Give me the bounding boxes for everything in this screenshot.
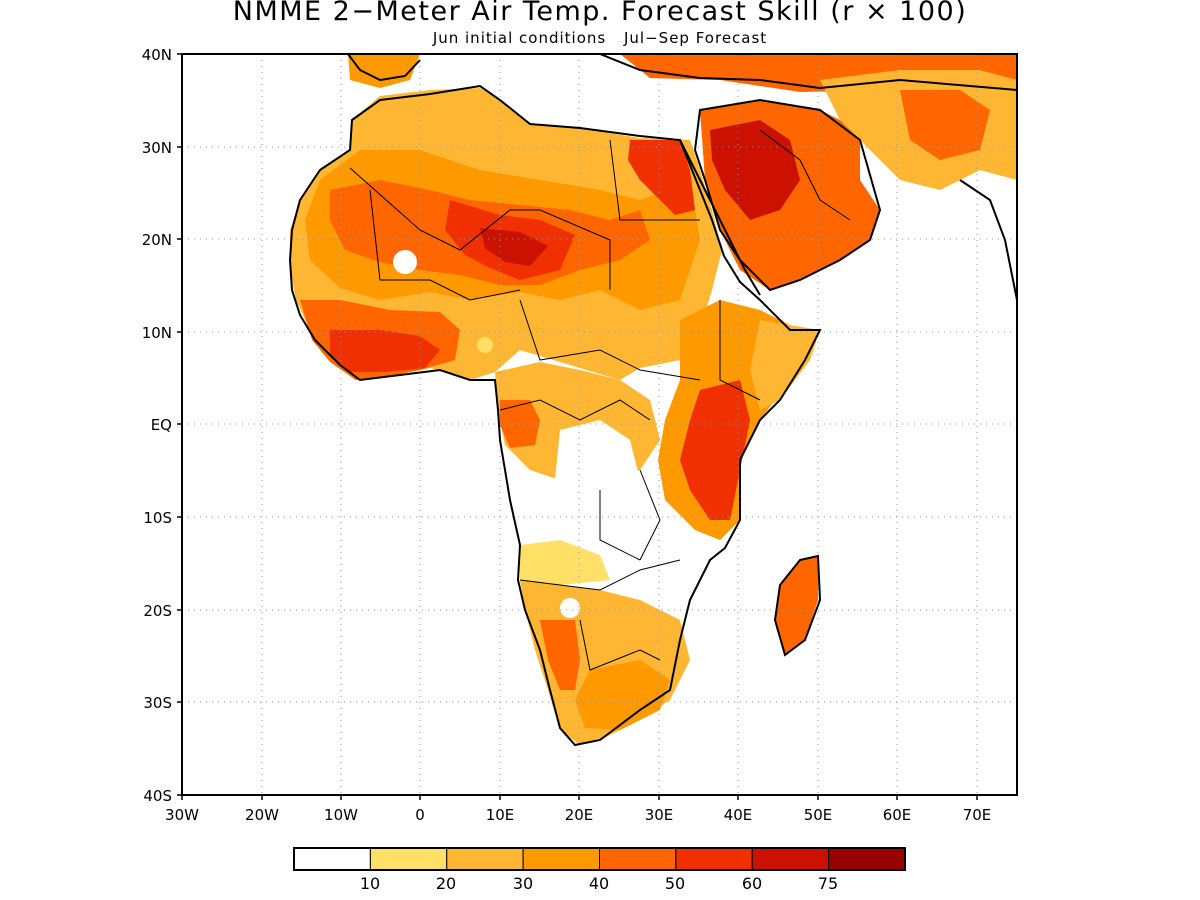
tick-marks [177,53,978,800]
colorbar-label: 75 [818,874,838,893]
region-niger-chad-core [480,228,548,266]
lon-label: 10W [324,806,358,824]
lat-label: 30N [142,139,172,157]
region-sahel-low [393,250,417,274]
madagascar-coastline [773,554,822,657]
map-subtitle: Jun initial conditions Jul−Sep Forecast [0,29,1200,47]
region-egypt [628,140,695,215]
arabia-coastline [693,98,882,292]
lat-label: 40N [142,46,172,64]
lon-label: 50E [804,806,833,824]
lon-label: 0 [415,806,425,824]
region-east-africa-peak [680,380,750,520]
region-gulf-of-guinea-peak [330,330,440,372]
country-borders [349,129,851,671]
lon-label: 30E [645,806,674,824]
colorbar-swatch [369,847,448,871]
region-southern-europe [348,54,420,88]
lat-label: 30S [143,694,172,712]
region-congo-basin-low [555,420,640,540]
latitude-labels: 40N 30N 20N 10N EQ 10S 20S 30S 40S [142,46,172,805]
colorbar-frame [293,847,906,871]
colorbar-swatch [675,847,753,871]
lon-label: 10E [486,806,515,824]
region-horn-of-africa [750,320,820,410]
region-madagascar [775,556,818,655]
colorbar-label: 10 [360,874,380,893]
africa-coastline [288,84,822,747]
lon-label: 70E [963,806,992,824]
region-iran-high [900,90,990,160]
region-botswana-low [560,598,580,618]
lon-label: 30W [165,806,199,824]
lat-label: 40S [143,787,172,805]
colorbar-swatch [293,847,371,871]
colorbar-swatch [446,847,524,871]
lon-label: 20E [565,806,594,824]
lon-label: 40E [724,806,753,824]
europe-coastline [347,54,1017,91]
lat-label: EQ [151,416,172,434]
region-arabia-peak [710,120,800,220]
subtitle-initial-conditions: Jun initial conditions [432,29,607,47]
lat-label: 10S [143,509,172,527]
map-title: NMME 2−Meter Air Temp. Forecast Skill (r… [232,0,968,27]
lat-label: 10N [142,324,172,342]
colorbar-swatch [828,847,906,871]
lon-label: 20W [245,806,279,824]
colorbar: 10 20 30 40 50 60 75 [293,847,906,893]
lat-label: 20N [142,231,172,249]
colorbar-label: 20 [436,874,456,893]
region-congo-high [500,400,540,448]
lon-label: 60E [883,806,912,824]
colorbar-label: 40 [589,874,609,893]
region-south-africa-high [575,660,670,730]
colorbar-labels: 10 20 30 40 50 60 75 [360,874,838,893]
colorbar-label: 50 [665,874,685,893]
longitude-labels: 30W 20W 10W 0 10E 20E 30E 40E 50E 60E 70… [165,806,991,824]
region-namibia-high [540,620,580,690]
lat-label: 20S [143,602,172,620]
colorbar-swatch [751,847,830,871]
subtitle-forecast-period: Jul−Sep Forecast [624,29,768,47]
colorbar-label: 60 [742,874,762,893]
colorbar-swatch [599,847,677,871]
region-angola [520,540,610,585]
red-sea-coastline [679,139,761,296]
colorbar-label: 30 [513,874,533,893]
region-nigeria-low [477,337,493,353]
coastlines [288,54,1017,747]
india-coastline [959,179,1017,301]
colorbar-boxes [293,847,906,871]
colorbar-swatch [522,847,600,871]
skill-shading [290,54,1017,745]
